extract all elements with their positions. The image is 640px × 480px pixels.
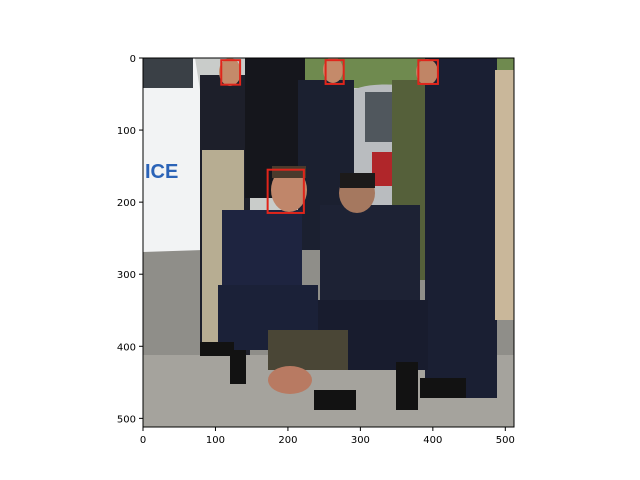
head-3 [416,59,438,85]
van-lettering: ICE [145,161,178,183]
officer-right [425,58,497,398]
x-tick-label: 200 [278,435,297,446]
boot-1 [200,342,234,356]
detained-person-head [268,366,312,394]
y-tick-label: 100 [117,126,136,137]
face-box [324,59,345,85]
kneeling-officer-left-hair [272,166,306,178]
x-tick-label: 300 [351,435,370,446]
detained-person [268,330,348,370]
x-tick-label: 0 [140,435,146,446]
x-tick-label: 500 [496,435,515,446]
y-tick-label: 400 [117,342,136,353]
head-2 [323,58,343,83]
y-tick-label: 200 [117,198,136,209]
face-box [417,59,439,85]
van-window [143,58,193,88]
kneeling-officer-left-head [271,168,307,212]
kneeling-officer-right-hair [340,173,375,188]
axes-frame [142,57,515,428]
boot-4 [396,362,418,410]
kneeling-officer-right-torso [320,205,420,315]
x-tick-label: 400 [423,435,442,446]
x-tick-label: 100 [206,435,225,446]
y-tick-label: 300 [117,270,136,281]
face-box [220,59,242,86]
face-boxes [220,59,439,214]
boot-5 [420,378,466,398]
bystander-right [495,70,514,320]
y-tick-label: 0 [130,54,136,65]
face-box [266,168,305,214]
van [143,58,203,252]
boot-2 [230,350,246,384]
y-axis: 0 100 200 300 400 500 [117,54,143,425]
x-axis: 0 100 200 300 400 500 [140,427,515,446]
y-tick-label: 500 [117,414,136,425]
head-1 [219,58,241,86]
boot-3 [314,390,356,410]
photo: ICE [143,58,514,427]
